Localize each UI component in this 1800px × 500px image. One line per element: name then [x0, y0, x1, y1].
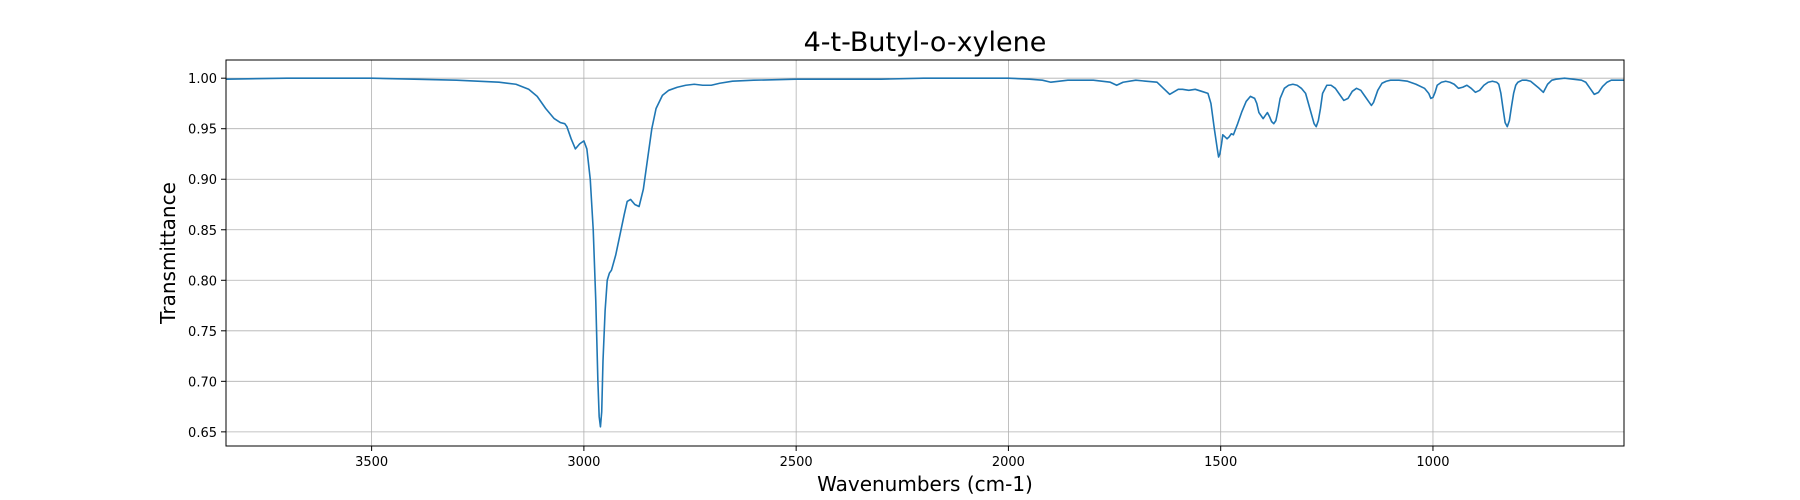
- y-axis-label: Transmittance: [156, 182, 180, 325]
- spectrum-line: [225, 77, 1624, 428]
- x-tick-label: 3000: [567, 455, 600, 470]
- y-tick-label: 0.85: [188, 224, 217, 239]
- x-tick-label: 2500: [780, 455, 813, 470]
- plot-area: [225, 77, 1624, 428]
- y-tick-label: 0.70: [188, 375, 217, 390]
- plot-frame: [225, 59, 1625, 447]
- x-tick-label: 3500: [355, 455, 388, 470]
- y-tick-label: 1.00: [188, 72, 217, 87]
- y-tick-label: 0.95: [188, 123, 217, 138]
- axis-ticks: 3500 3000 2500 2000 1500 1000 0.65 0.70 0.75 0.80…: [188, 72, 1449, 470]
- chart-title: 4-t-Butyl-o-xylene: [804, 27, 1047, 58]
- y-tick-label: 0.75: [188, 325, 217, 340]
- y-tick-label: 0.80: [188, 274, 217, 289]
- y-tick-label: 0.90: [188, 173, 217, 188]
- x-tick-label: 1500: [1204, 455, 1237, 470]
- y-tick-label: 0.65: [188, 426, 217, 441]
- x-tick-label: 1000: [1416, 455, 1449, 470]
- x-tick-label: 2000: [992, 455, 1025, 470]
- x-axis-label: Wavenumbers (cm-1): [817, 472, 1033, 496]
